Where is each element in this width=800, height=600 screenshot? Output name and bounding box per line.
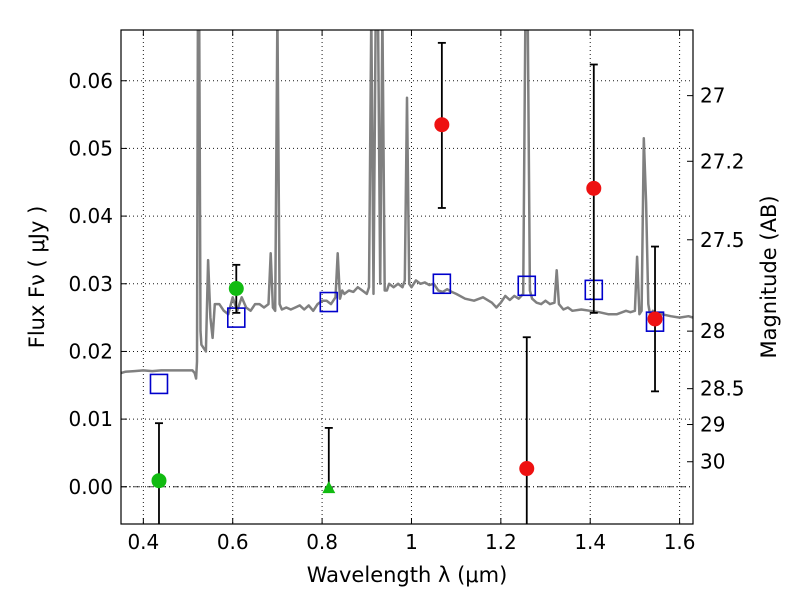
red-data-point <box>434 117 450 133</box>
x-tick-label: 1 <box>405 530 418 554</box>
y2-tick-label: 28.5 <box>700 377 745 401</box>
y-tick-label: 0.05 <box>68 136 113 160</box>
y-tick-label: 0.03 <box>68 272 113 296</box>
x-tick-label: 0.8 <box>306 530 338 554</box>
y2-tick-label: 30 <box>700 450 725 474</box>
y2-tick-labels: 27 27.2 27.5 28 28.5 29 30 <box>700 84 745 474</box>
x-tick-label: 0.4 <box>127 530 159 554</box>
y-tick-labels: 0.00 0.01 0.02 0.03 0.04 0.05 0.06 <box>68 69 113 499</box>
model-square <box>517 275 537 297</box>
x-tick-labels: 0.4 0.6 0.8 1 1.2 1.4 1.6 <box>127 530 695 554</box>
x-tick-label: 0.6 <box>217 530 249 554</box>
x-axis-label: Wavelength λ (μm) <box>307 563 508 587</box>
green-data-point <box>151 473 167 489</box>
x-tick-label: 1.4 <box>574 530 606 554</box>
y-tick-label: 0.01 <box>68 407 113 431</box>
y2-tick-label: 27.2 <box>700 149 745 173</box>
y2-tick-label: 29 <box>700 413 725 437</box>
y-tick-label: 0.06 <box>68 69 113 93</box>
model-square <box>149 373 169 395</box>
template-spectrum <box>121 30 693 380</box>
y2-tick-label: 27.5 <box>700 228 745 252</box>
model-square <box>319 291 339 313</box>
model-square <box>432 273 452 295</box>
model-photometry <box>149 273 665 395</box>
observed-photometry <box>151 117 663 494</box>
red-data-point <box>586 180 602 196</box>
y-tick-label: 0.04 <box>68 204 113 228</box>
y2-tick-label: 28 <box>700 319 725 343</box>
template-spectrum-line <box>121 30 693 380</box>
plot-frame <box>120 29 694 525</box>
x-tick-label: 1.6 <box>664 530 696 554</box>
red-data-point <box>647 311 663 327</box>
grid-lines <box>121 30 693 524</box>
y2-axis-label: Magnitude (AB) <box>757 195 781 358</box>
y2-tick-label: 27 <box>700 84 725 108</box>
axis-ticks <box>121 30 693 524</box>
x-tick-label: 1.2 <box>485 530 517 554</box>
red-data-point <box>519 461 535 477</box>
y-tick-label: 0.00 <box>68 475 113 499</box>
green-triangle-point <box>322 481 336 494</box>
green-data-point <box>228 281 244 297</box>
y-axis-label: Flux Fν ( μJy ) <box>25 206 49 349</box>
y-tick-label: 0.02 <box>68 339 113 363</box>
